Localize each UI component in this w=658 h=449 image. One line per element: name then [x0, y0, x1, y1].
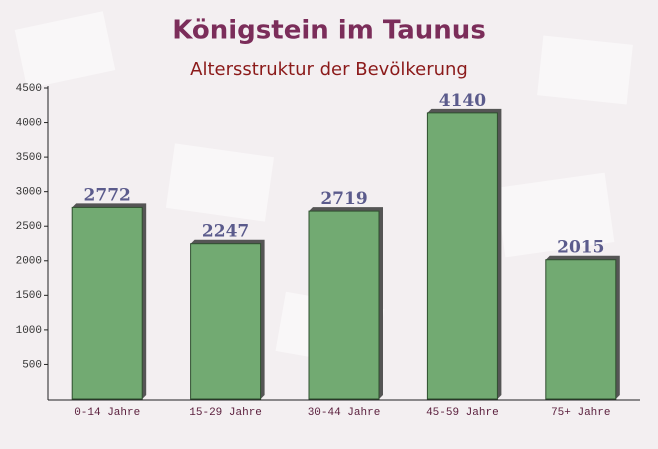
y-tick-label: 500	[22, 359, 42, 371]
background-pattern	[14, 11, 633, 369]
chart-subtitle: Altersstruktur der Bevölkerung	[190, 59, 468, 80]
value-label: 4140	[439, 91, 486, 111]
y-tick-label: 1000	[16, 325, 42, 337]
y-tick-label: 4000	[16, 117, 42, 129]
x-tick-label: 0-14 Jahre	[74, 407, 140, 419]
x-tick-label: 75+ Jahre	[551, 407, 610, 419]
value-label: 2772	[84, 185, 131, 205]
bar	[308, 210, 380, 400]
x-tick-label: 45-59 Jahre	[426, 407, 499, 419]
y-tick-label: 3000	[16, 187, 42, 199]
y-tick-label: 1500	[16, 290, 42, 302]
y-tick-label: 2500	[16, 221, 42, 233]
value-label: 2015	[557, 238, 604, 258]
value-label: 2247	[202, 222, 249, 242]
bar	[426, 112, 498, 400]
x-tick-label: 30-44 Jahre	[308, 407, 381, 419]
y-tick-label: 4500	[16, 83, 42, 95]
y-tick-label: 3500	[16, 152, 42, 164]
bar	[190, 243, 262, 400]
chart-title: Königstein im Taunus	[172, 16, 486, 46]
bar	[545, 259, 617, 400]
value-label: 2719	[320, 189, 367, 209]
bar	[71, 206, 143, 400]
x-tick-label: 15-29 Jahre	[189, 407, 262, 419]
y-tick-label: 2000	[16, 256, 42, 268]
